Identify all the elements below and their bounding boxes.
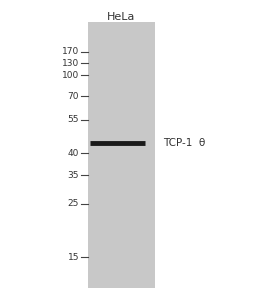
Text: 170: 170 — [62, 47, 79, 56]
Text: TCP-1  θ: TCP-1 θ — [163, 138, 205, 148]
Text: HeLa: HeLa — [107, 12, 135, 22]
Text: 100: 100 — [62, 70, 79, 80]
Text: 15: 15 — [68, 253, 79, 262]
Text: 55: 55 — [68, 116, 79, 124]
Text: 130: 130 — [62, 58, 79, 68]
Text: 40: 40 — [68, 148, 79, 158]
Bar — [88, 22, 155, 288]
Text: 25: 25 — [68, 200, 79, 208]
Text: 70: 70 — [68, 92, 79, 100]
Text: 35: 35 — [68, 170, 79, 179]
